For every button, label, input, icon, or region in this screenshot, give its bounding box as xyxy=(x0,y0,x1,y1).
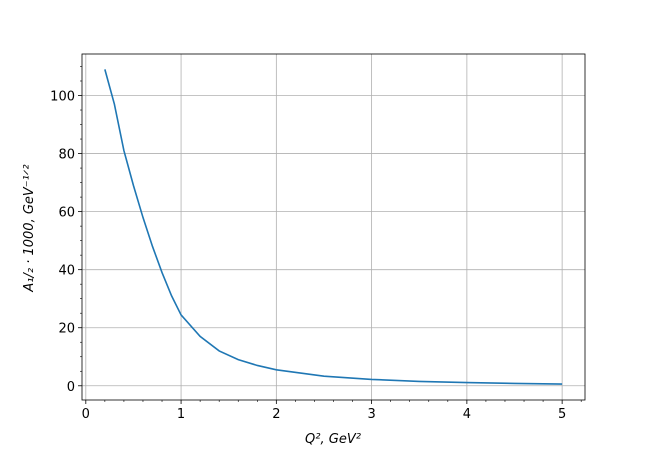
y-axis-label: A₁/₂ · 1000, GeV⁻¹ᐟ² xyxy=(22,164,37,292)
x-tick-label: 2 xyxy=(272,407,280,422)
y-tick-label: 100 xyxy=(50,90,75,105)
y-tick-label: 40 xyxy=(58,264,75,279)
plot-frame xyxy=(81,53,586,401)
y-tick-label: 20 xyxy=(58,322,75,337)
y-tick-label: 60 xyxy=(58,206,75,221)
x-tick-label: 0 xyxy=(82,407,90,422)
y-tick-label: 0 xyxy=(67,380,75,395)
x-tick-label: 1 xyxy=(177,407,185,422)
x-tick-label: 3 xyxy=(367,407,375,422)
y-tick-label: 80 xyxy=(58,148,75,163)
data-line xyxy=(104,69,563,385)
x-axis-label: Q², GeV² xyxy=(305,432,361,447)
x-tick-label: 5 xyxy=(558,407,566,422)
x-tick-label: 4 xyxy=(463,407,471,422)
